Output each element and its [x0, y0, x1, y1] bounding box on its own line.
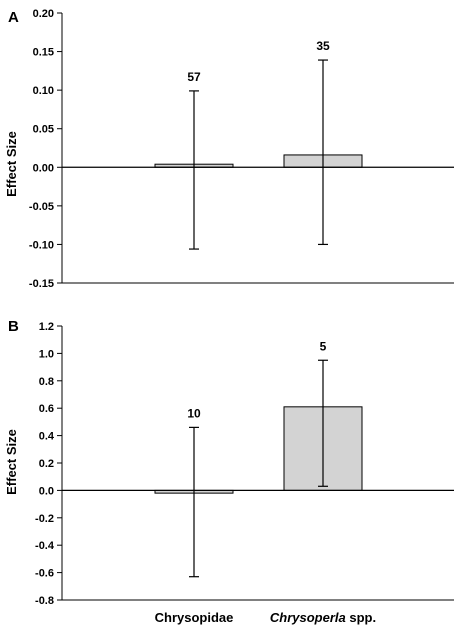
x-category-genus: Chrysoperla	[270, 610, 346, 625]
y-tick-label-a-2: -0.05	[29, 201, 54, 213]
y-ticks-b: -0.8 -0.6 -0.4 -0.2 0.0 0.2 0.4 0.6 0.8 1.0 1.2	[35, 321, 62, 607]
data-label-b-0: 10	[187, 406, 201, 420]
panel-letter-b: B	[8, 318, 19, 335]
panel-b: B Effect Size -0.8 -0.6 -0.4 -0.2 0.0 0.2 0.4 0…	[4, 318, 454, 607]
y-tick-label-a-7: 0.20	[33, 8, 54, 20]
x-category-chrysoperla: Chrysoperla spp.	[270, 610, 376, 625]
y-tick-label-b-4: 0.0	[39, 485, 54, 497]
y-tick-label-b-7: 0.6	[39, 403, 54, 415]
y-tick-label-b-3: -0.2	[35, 513, 54, 525]
panel-letter-a: A	[8, 9, 19, 26]
y-ticks-a: -0.15 -0.10 -0.05 0.00 0.05 0.10 0.15 0.20	[29, 8, 62, 290]
y-tick-label-b-10: 1.2	[39, 321, 54, 333]
data-label-a-1: 35	[316, 39, 330, 53]
y-tick-label-a-3: 0.00	[33, 162, 54, 174]
data-label-a-0: 57	[187, 70, 201, 84]
y-tick-label-b-5: 0.2	[39, 458, 54, 470]
y-tick-label-b-6: 0.4	[39, 431, 55, 443]
y-tick-label-a-0: -0.15	[29, 278, 54, 290]
y-tick-label-a-6: 0.15	[33, 47, 54, 59]
bars-a: 57 35	[62, 39, 454, 250]
y-axis-label-a: Effect Size	[4, 131, 19, 197]
x-category-chrysopidae: Chrysopidae	[155, 610, 234, 625]
y-tick-label-b-9: 1.0	[39, 348, 54, 360]
y-tick-label-a-4: 0.05	[33, 124, 54, 136]
y-tick-label-b-1: -0.6	[35, 568, 54, 580]
y-tick-label-b-2: -0.4	[35, 540, 55, 552]
panel-a: A Effect Size -0.15 -0.10 -0.05 0.00 0.05 0.1…	[4, 8, 454, 290]
y-tick-label-b-8: 0.8	[39, 376, 54, 388]
y-axis-label-b: Effect Size	[4, 429, 19, 495]
bars-b: 10 5	[62, 339, 454, 578]
x-category-spp: spp.	[346, 610, 376, 625]
data-label-b-1: 5	[320, 339, 327, 353]
y-tick-label-a-5: 0.10	[33, 85, 54, 97]
y-tick-label-b-0: -0.8	[35, 595, 54, 607]
y-tick-label-a-1: -0.10	[29, 239, 54, 251]
